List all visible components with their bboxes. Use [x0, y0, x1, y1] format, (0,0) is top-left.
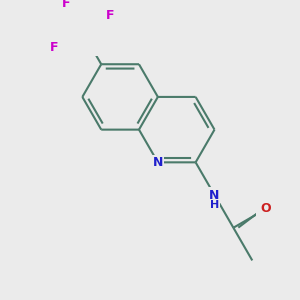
Text: H: H	[210, 200, 219, 210]
Text: N: N	[209, 188, 220, 202]
Text: F: F	[50, 41, 59, 54]
Text: N: N	[153, 156, 163, 169]
Text: F: F	[106, 9, 114, 22]
Text: F: F	[62, 0, 70, 10]
Text: O: O	[261, 202, 272, 215]
